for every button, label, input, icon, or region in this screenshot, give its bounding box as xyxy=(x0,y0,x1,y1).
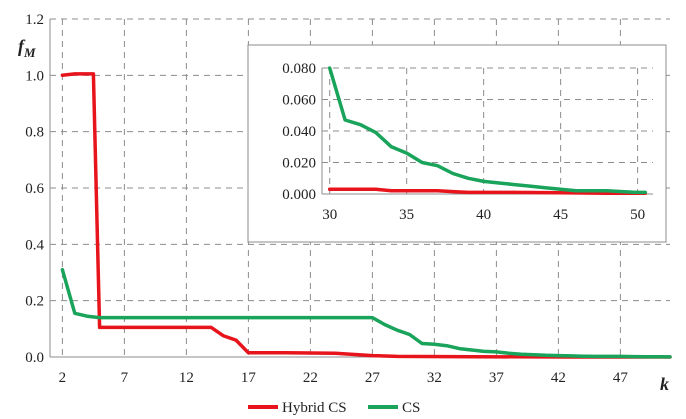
x-tick-label: 32 xyxy=(427,370,442,386)
legend-label-cs: CS xyxy=(402,400,420,416)
series-line-cs xyxy=(60,267,672,359)
y-tick-label: 0.6 xyxy=(25,181,44,197)
x-tick-label: 42 xyxy=(551,370,566,386)
x-tick-label: 17 xyxy=(241,370,257,386)
x-tick-label: 40 xyxy=(476,207,491,223)
y-tick-label: 1.2 xyxy=(25,12,44,28)
x-tick-label: 27 xyxy=(365,370,381,386)
legend-label-hybrid-cs: Hybrid CS xyxy=(282,400,347,416)
y-tick-label: 0.020 xyxy=(282,156,316,172)
x-tick-label: 50 xyxy=(630,207,645,223)
x-tick-label: 12 xyxy=(179,370,194,386)
x-tick-label: 47 xyxy=(613,370,629,386)
y-tick-label: 0.0 xyxy=(25,350,44,366)
legend: Hybrid CS CS xyxy=(248,400,420,416)
y-tick-label: 0.040 xyxy=(282,124,316,140)
y-tick-label: 0.8 xyxy=(25,125,44,141)
series-line-cs xyxy=(327,66,648,195)
y-tick-label: 1.0 xyxy=(25,68,44,84)
series-line-hybrid-cs xyxy=(327,187,648,195)
x-tick-label: 22 xyxy=(303,370,318,386)
x-tick-label: 2 xyxy=(59,370,67,386)
inset-plot: 0.000 0.020 0.040 0.060 0.080 30 35 40 45 50 xyxy=(247,44,667,243)
x-tick-label: 37 xyxy=(489,370,505,386)
y-tick-label: 0.000 xyxy=(282,187,316,203)
inset-frame xyxy=(247,44,667,243)
x-tick-label: 35 xyxy=(399,207,414,223)
y-tick-label: 0.080 xyxy=(282,61,316,77)
x-tick-label: 7 xyxy=(121,370,129,386)
series-line-hybrid-cs xyxy=(60,72,672,359)
x-tick-label: 30 xyxy=(322,207,337,223)
x-axis-label: k xyxy=(660,374,669,394)
y-axis-label: fM xyxy=(18,36,36,60)
y-tick-label: 0.060 xyxy=(282,93,316,109)
y-tick-label: 0.2 xyxy=(25,294,44,310)
x-tick-label: 45 xyxy=(553,207,568,223)
y-tick-label: 0.4 xyxy=(25,237,44,253)
